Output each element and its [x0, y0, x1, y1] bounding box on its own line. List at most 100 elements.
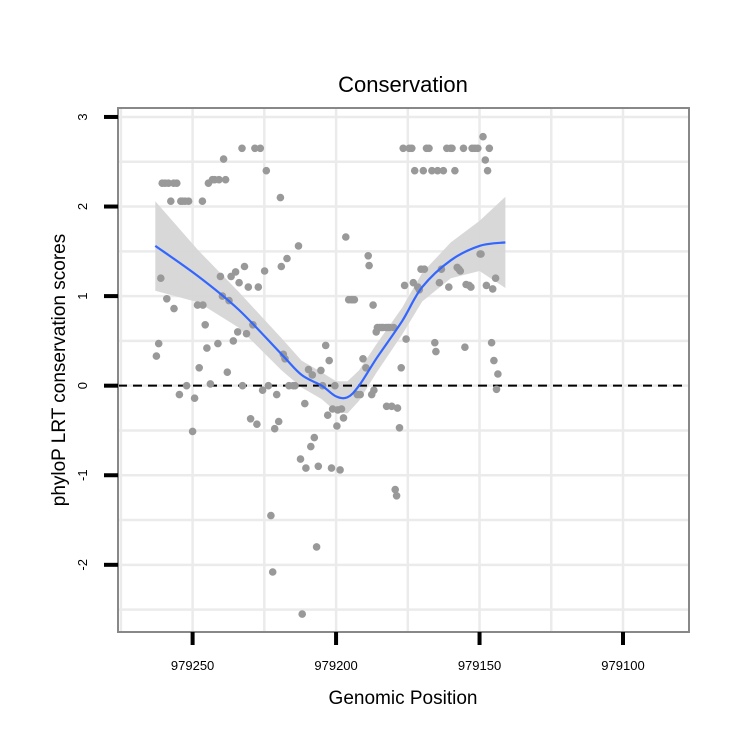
- y-axis-label: phyloP LRT conservation scores: [49, 234, 70, 507]
- data-point: [487, 338, 496, 347]
- data-point: [238, 381, 247, 390]
- data-point: [201, 321, 209, 329]
- x-tick-label: 979200: [314, 658, 357, 673]
- data-point: [268, 568, 277, 576]
- data-point: [221, 175, 230, 184]
- data-point: [419, 166, 428, 175]
- data-point: [336, 466, 344, 474]
- data-point: [277, 262, 286, 271]
- data-point: [428, 166, 436, 175]
- data-point: [356, 390, 365, 399]
- data-point: [264, 381, 273, 390]
- data-point: [163, 295, 171, 303]
- data-point: [170, 304, 178, 313]
- data-point: [391, 485, 400, 494]
- data-point: [258, 386, 267, 395]
- x-axis-label: Genomic Position: [329, 688, 478, 709]
- data-point: [301, 399, 309, 408]
- data-point: [481, 156, 490, 164]
- data-point: [157, 274, 165, 283]
- data-point: [420, 265, 429, 274]
- data-point: [490, 356, 498, 365]
- data-points: [152, 132, 502, 618]
- data-point: [477, 250, 485, 258]
- data-point: [307, 442, 315, 451]
- x-tick-label: 979250: [171, 658, 214, 673]
- data-point: [425, 144, 433, 153]
- data-point: [184, 197, 193, 205]
- y-axis: -2 -1 0 1 2 3: [75, 113, 118, 571]
- data-point: [410, 166, 419, 175]
- data-point: [206, 380, 215, 388]
- x-axis: 979250 979200 979150 979100: [171, 632, 645, 673]
- data-point: [342, 233, 350, 241]
- data-point: [195, 364, 203, 372]
- data-point: [235, 278, 243, 287]
- data-point: [167, 197, 175, 205]
- data-point: [402, 335, 410, 343]
- data-point: [327, 464, 336, 472]
- data-point: [253, 420, 261, 429]
- data-point: [337, 405, 346, 413]
- data-point: [154, 339, 163, 348]
- data-point: [190, 394, 199, 403]
- data-point: [339, 414, 348, 422]
- data-point: [272, 390, 281, 399]
- panel-border: [117, 107, 690, 633]
- data-point: [229, 337, 238, 345]
- x-tick-label: 979100: [601, 658, 644, 673]
- data-point: [370, 386, 378, 395]
- data-point: [439, 166, 448, 175]
- data-point: [483, 166, 492, 175]
- data-point: [283, 254, 291, 263]
- data-point: [242, 329, 251, 338]
- data-point: [270, 424, 279, 433]
- data-point: [323, 411, 332, 420]
- data-point: [262, 166, 271, 175]
- data-point: [291, 381, 299, 390]
- data-point: [364, 252, 373, 260]
- data-point: [219, 155, 228, 163]
- data-point: [310, 433, 319, 442]
- data-point: [387, 402, 396, 411]
- data-point: [223, 368, 232, 377]
- data-point: [432, 347, 440, 356]
- data-point: [317, 366, 325, 375]
- data-point: [362, 364, 370, 372]
- y-tick-label: 1: [75, 292, 90, 299]
- data-point: [400, 281, 409, 290]
- data-point: [474, 144, 482, 153]
- y-tick-label: -1: [75, 469, 90, 481]
- data-point: [399, 144, 408, 153]
- data-point: [488, 285, 497, 293]
- data-point: [459, 144, 468, 153]
- data-point: [198, 197, 207, 205]
- data-point: [203, 344, 211, 352]
- data-point: [244, 283, 253, 291]
- confidence-band: [155, 196, 506, 414]
- data-point: [238, 144, 246, 153]
- data-point: [397, 364, 406, 372]
- confidence-ribbon: [155, 196, 506, 414]
- data-point: [294, 242, 303, 250]
- data-point: [456, 267, 465, 275]
- data-point: [448, 144, 456, 153]
- data-point: [152, 352, 161, 360]
- smooth-line: [154, 241, 506, 400]
- data-point: [333, 422, 341, 430]
- data-point: [482, 281, 491, 290]
- data-point: [298, 610, 307, 618]
- data-point: [392, 492, 401, 500]
- data-point: [433, 166, 442, 175]
- data-point: [233, 328, 242, 336]
- data-point: [199, 301, 207, 309]
- data-point: [231, 268, 240, 276]
- x-tick-label: 979150: [458, 658, 501, 673]
- data-point: [431, 338, 439, 347]
- data-point: [314, 462, 323, 471]
- data-point: [435, 278, 444, 287]
- y-tick-label: 0: [75, 382, 90, 389]
- data-point: [485, 144, 494, 153]
- data-point: [175, 390, 184, 399]
